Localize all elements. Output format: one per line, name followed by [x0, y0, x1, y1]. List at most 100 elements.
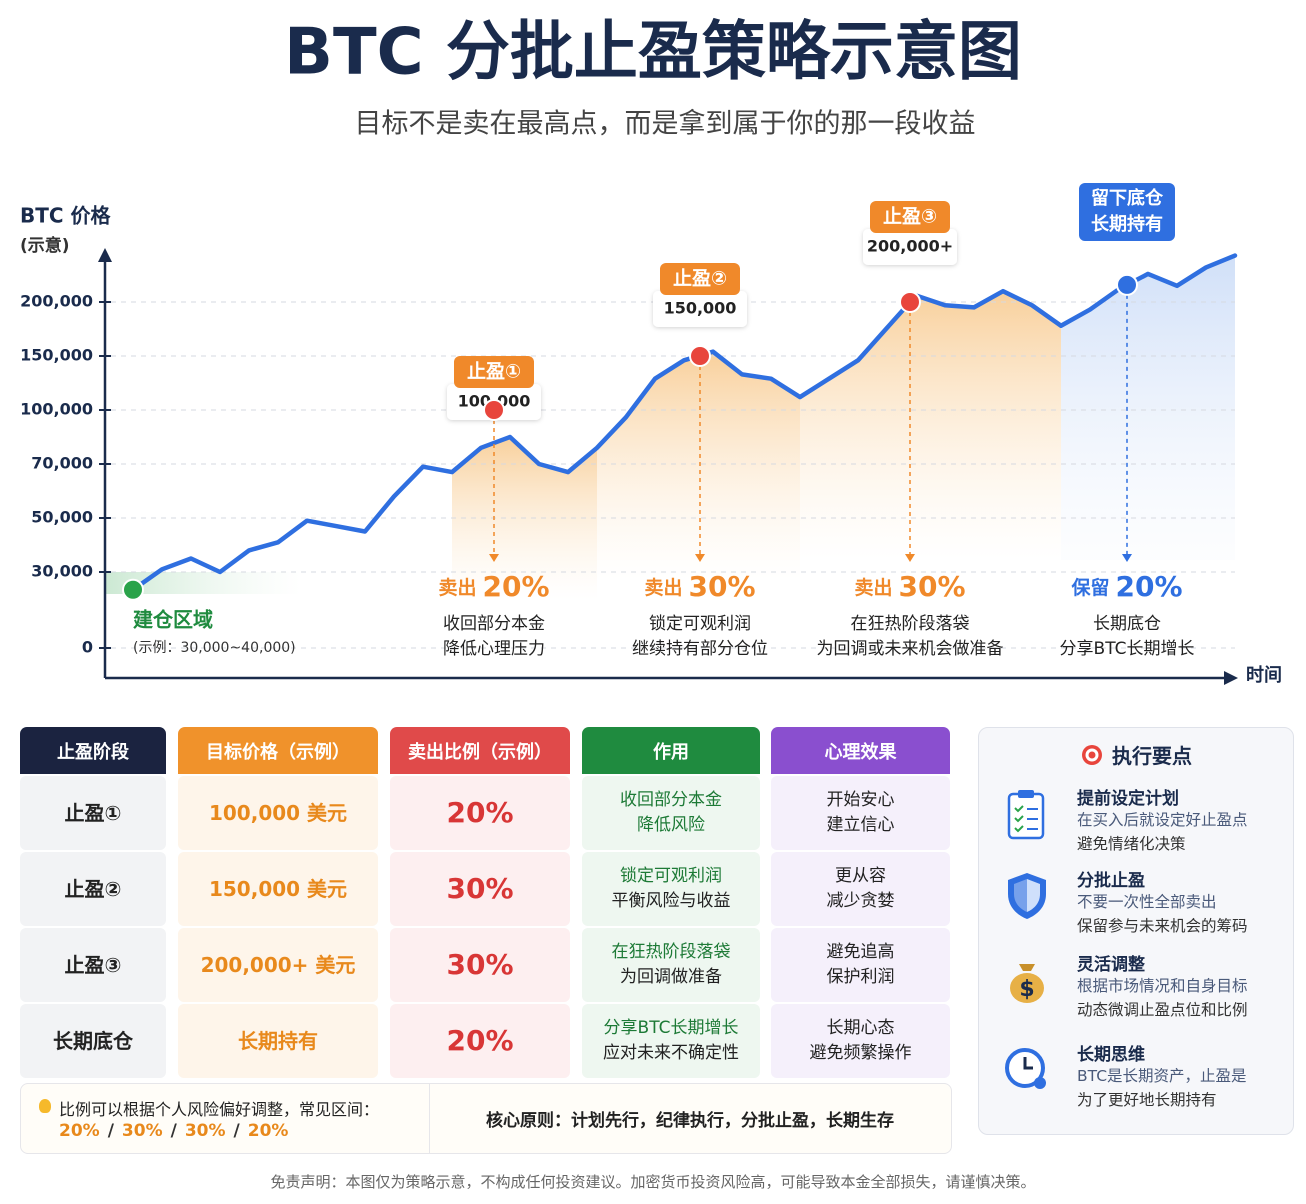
- ratio: 30%: [184, 1121, 226, 1141]
- table-cell: 30%: [390, 852, 570, 926]
- table-cell: 100,000 美元: [178, 776, 378, 850]
- annotation-desc: 长期底仓: [1093, 614, 1161, 634]
- table-cell: 止盈②: [20, 852, 166, 926]
- key-point-title: 灵活调整: [1077, 955, 1145, 975]
- x-axis-label: 时间: [1246, 665, 1282, 686]
- badge: [454, 356, 534, 388]
- svg-text:$: $: [1019, 977, 1034, 1002]
- cell-line: 降低风险: [637, 815, 705, 835]
- badge-text: 止盈③: [883, 206, 937, 228]
- entry-zone-label: 建仓区域: [133, 608, 213, 632]
- cell-text: 止盈①: [64, 800, 122, 825]
- table-cell: 150,000 美元: [178, 852, 378, 926]
- key-points-header: 执行要点: [979, 740, 1293, 769]
- table-header: 作用: [582, 727, 760, 774]
- price-label: 150,000: [664, 299, 737, 318]
- key-point-icon: [1008, 873, 1046, 919]
- y-axis-note: (示意): [20, 235, 70, 256]
- cell-line: 保护利润: [826, 967, 895, 987]
- table-cell: 200,000+ 美元: [178, 928, 378, 1002]
- y-tick-label: 30,000: [31, 562, 93, 581]
- cell-line: 避免频繁操作: [809, 1043, 912, 1063]
- tip-lead: 比例可以根据个人风险偏好调整，常见区间：: [59, 1100, 380, 1119]
- price-box: [653, 291, 747, 327]
- key-point-icon: [1007, 790, 1045, 840]
- guide-arrow: [695, 554, 705, 562]
- table-header: 卖出比例（示例）: [390, 727, 570, 774]
- take-profit-marker: [483, 399, 505, 421]
- cell-text: 150,000 美元: [208, 876, 348, 901]
- price-box: [863, 229, 957, 265]
- table-header: 止盈阶段: [20, 727, 166, 774]
- sell-percent: 30%: [688, 570, 755, 603]
- cell-line: 更从容: [835, 866, 886, 887]
- key-point-line: 在买入后就设定好止盈点: [1077, 811, 1248, 829]
- tip-divider: [429, 1084, 430, 1153]
- ratio: 30%: [121, 1121, 163, 1141]
- cell-text: 30%: [446, 947, 514, 981]
- entry-marker: [122, 578, 144, 601]
- table-cell: 长期底仓: [20, 1004, 166, 1078]
- sell-label: 卖出 20%: [438, 570, 549, 603]
- table-cell: 20%: [390, 776, 570, 850]
- sell-action: 卖出: [854, 576, 892, 599]
- key-point-line: 避免情绪化决策: [1077, 835, 1186, 853]
- cell-line: 收回部分本金: [620, 790, 722, 811]
- table-cell: 长期心态 避免频繁操作: [771, 1004, 950, 1078]
- badge-text: 止盈①: [467, 361, 521, 383]
- key-point-title: 提前设定计划: [1077, 789, 1179, 809]
- cell-text: 200,000+ 美元: [200, 952, 356, 977]
- cell-line: 减少贪婪: [826, 891, 895, 911]
- cell-text: 20%: [446, 795, 514, 829]
- x-axis-arrow: [1224, 671, 1238, 685]
- table-cell: 长期持有: [178, 1004, 378, 1078]
- badge: [660, 263, 740, 295]
- annotation-desc: 锁定可观利润: [649, 614, 751, 634]
- take-profit-marker: [899, 291, 921, 313]
- y-tick-label: 70,000: [31, 454, 93, 473]
- annotation-desc: 继续持有部分仓位: [632, 639, 768, 659]
- highlight-area: [800, 291, 1061, 560]
- y-tick-label: 150,000: [20, 346, 93, 365]
- cell-line: 平衡风险与收益: [611, 891, 731, 911]
- entry-zone-note: (示例：30,000~40,000): [133, 640, 296, 656]
- table-cell: 避免追高 保护利润: [771, 928, 950, 1002]
- ratio-separator: /: [233, 1121, 240, 1141]
- key-point-icon: $: [1010, 964, 1044, 1003]
- table-cell: 止盈③: [20, 928, 166, 1002]
- ratio: 20%: [247, 1121, 289, 1141]
- ratio: 20%: [59, 1121, 100, 1141]
- table-cell: 在狂热阶段落袋 为回调做准备: [582, 928, 760, 1002]
- annotation-desc: 降低心理压力: [443, 639, 545, 659]
- key-points-title: 执行要点: [1112, 744, 1192, 768]
- cell-line: 应对未来不确定性: [603, 1043, 739, 1063]
- cell-text: 长期底仓: [53, 1028, 133, 1053]
- key-point-line: 为了更好地长期持有: [1077, 1091, 1217, 1109]
- cell-text: 30%: [446, 871, 514, 905]
- chart: BTC 分批止盈策略示意图 目标不是卖在最高点，而是拿到属于你的那一段收益 BT…: [20, 16, 1282, 686]
- cell-text: 止盈②: [64, 876, 122, 901]
- cell-line: 锁定可观利润: [620, 866, 722, 887]
- cell-text: 止盈③: [64, 952, 122, 977]
- cell-text: 20%: [446, 1023, 514, 1057]
- cell-line: 为回调做准备: [620, 967, 722, 987]
- disclaimer: 免责声明：本图仅为策略示意，不构成任何投资建议。加密货币投资风险高，可能导致本金…: [270, 1173, 1036, 1191]
- key-point-line: 根据市场情况和自身目标: [1077, 977, 1248, 995]
- y-tick-label: 0: [82, 638, 93, 657]
- badge-text: 止盈②: [673, 268, 727, 290]
- table-cell: 更从容 减少贪婪: [771, 852, 950, 926]
- key-point-line: 保留参与未来机会的筹码: [1077, 917, 1248, 935]
- sell-label: 卖出 30%: [854, 570, 965, 603]
- guide-arrow: [1122, 554, 1132, 562]
- highlight-area: [1061, 255, 1235, 560]
- sell-percent: 20%: [1115, 570, 1182, 603]
- sell-percent: 20%: [482, 570, 549, 603]
- key-point-line: 不要一次性全部卖出: [1077, 893, 1217, 911]
- y-axis-label: BTC 价格: [20, 204, 112, 228]
- ratio-separator: /: [107, 1121, 114, 1141]
- principle: 核心原则：计划先行，纪律执行，分批止盈，长期生存: [486, 1111, 894, 1131]
- key-point-title: 长期思维: [1077, 1045, 1145, 1065]
- price-label: 200,000+: [867, 237, 953, 256]
- table-header: 心理效果: [771, 727, 950, 774]
